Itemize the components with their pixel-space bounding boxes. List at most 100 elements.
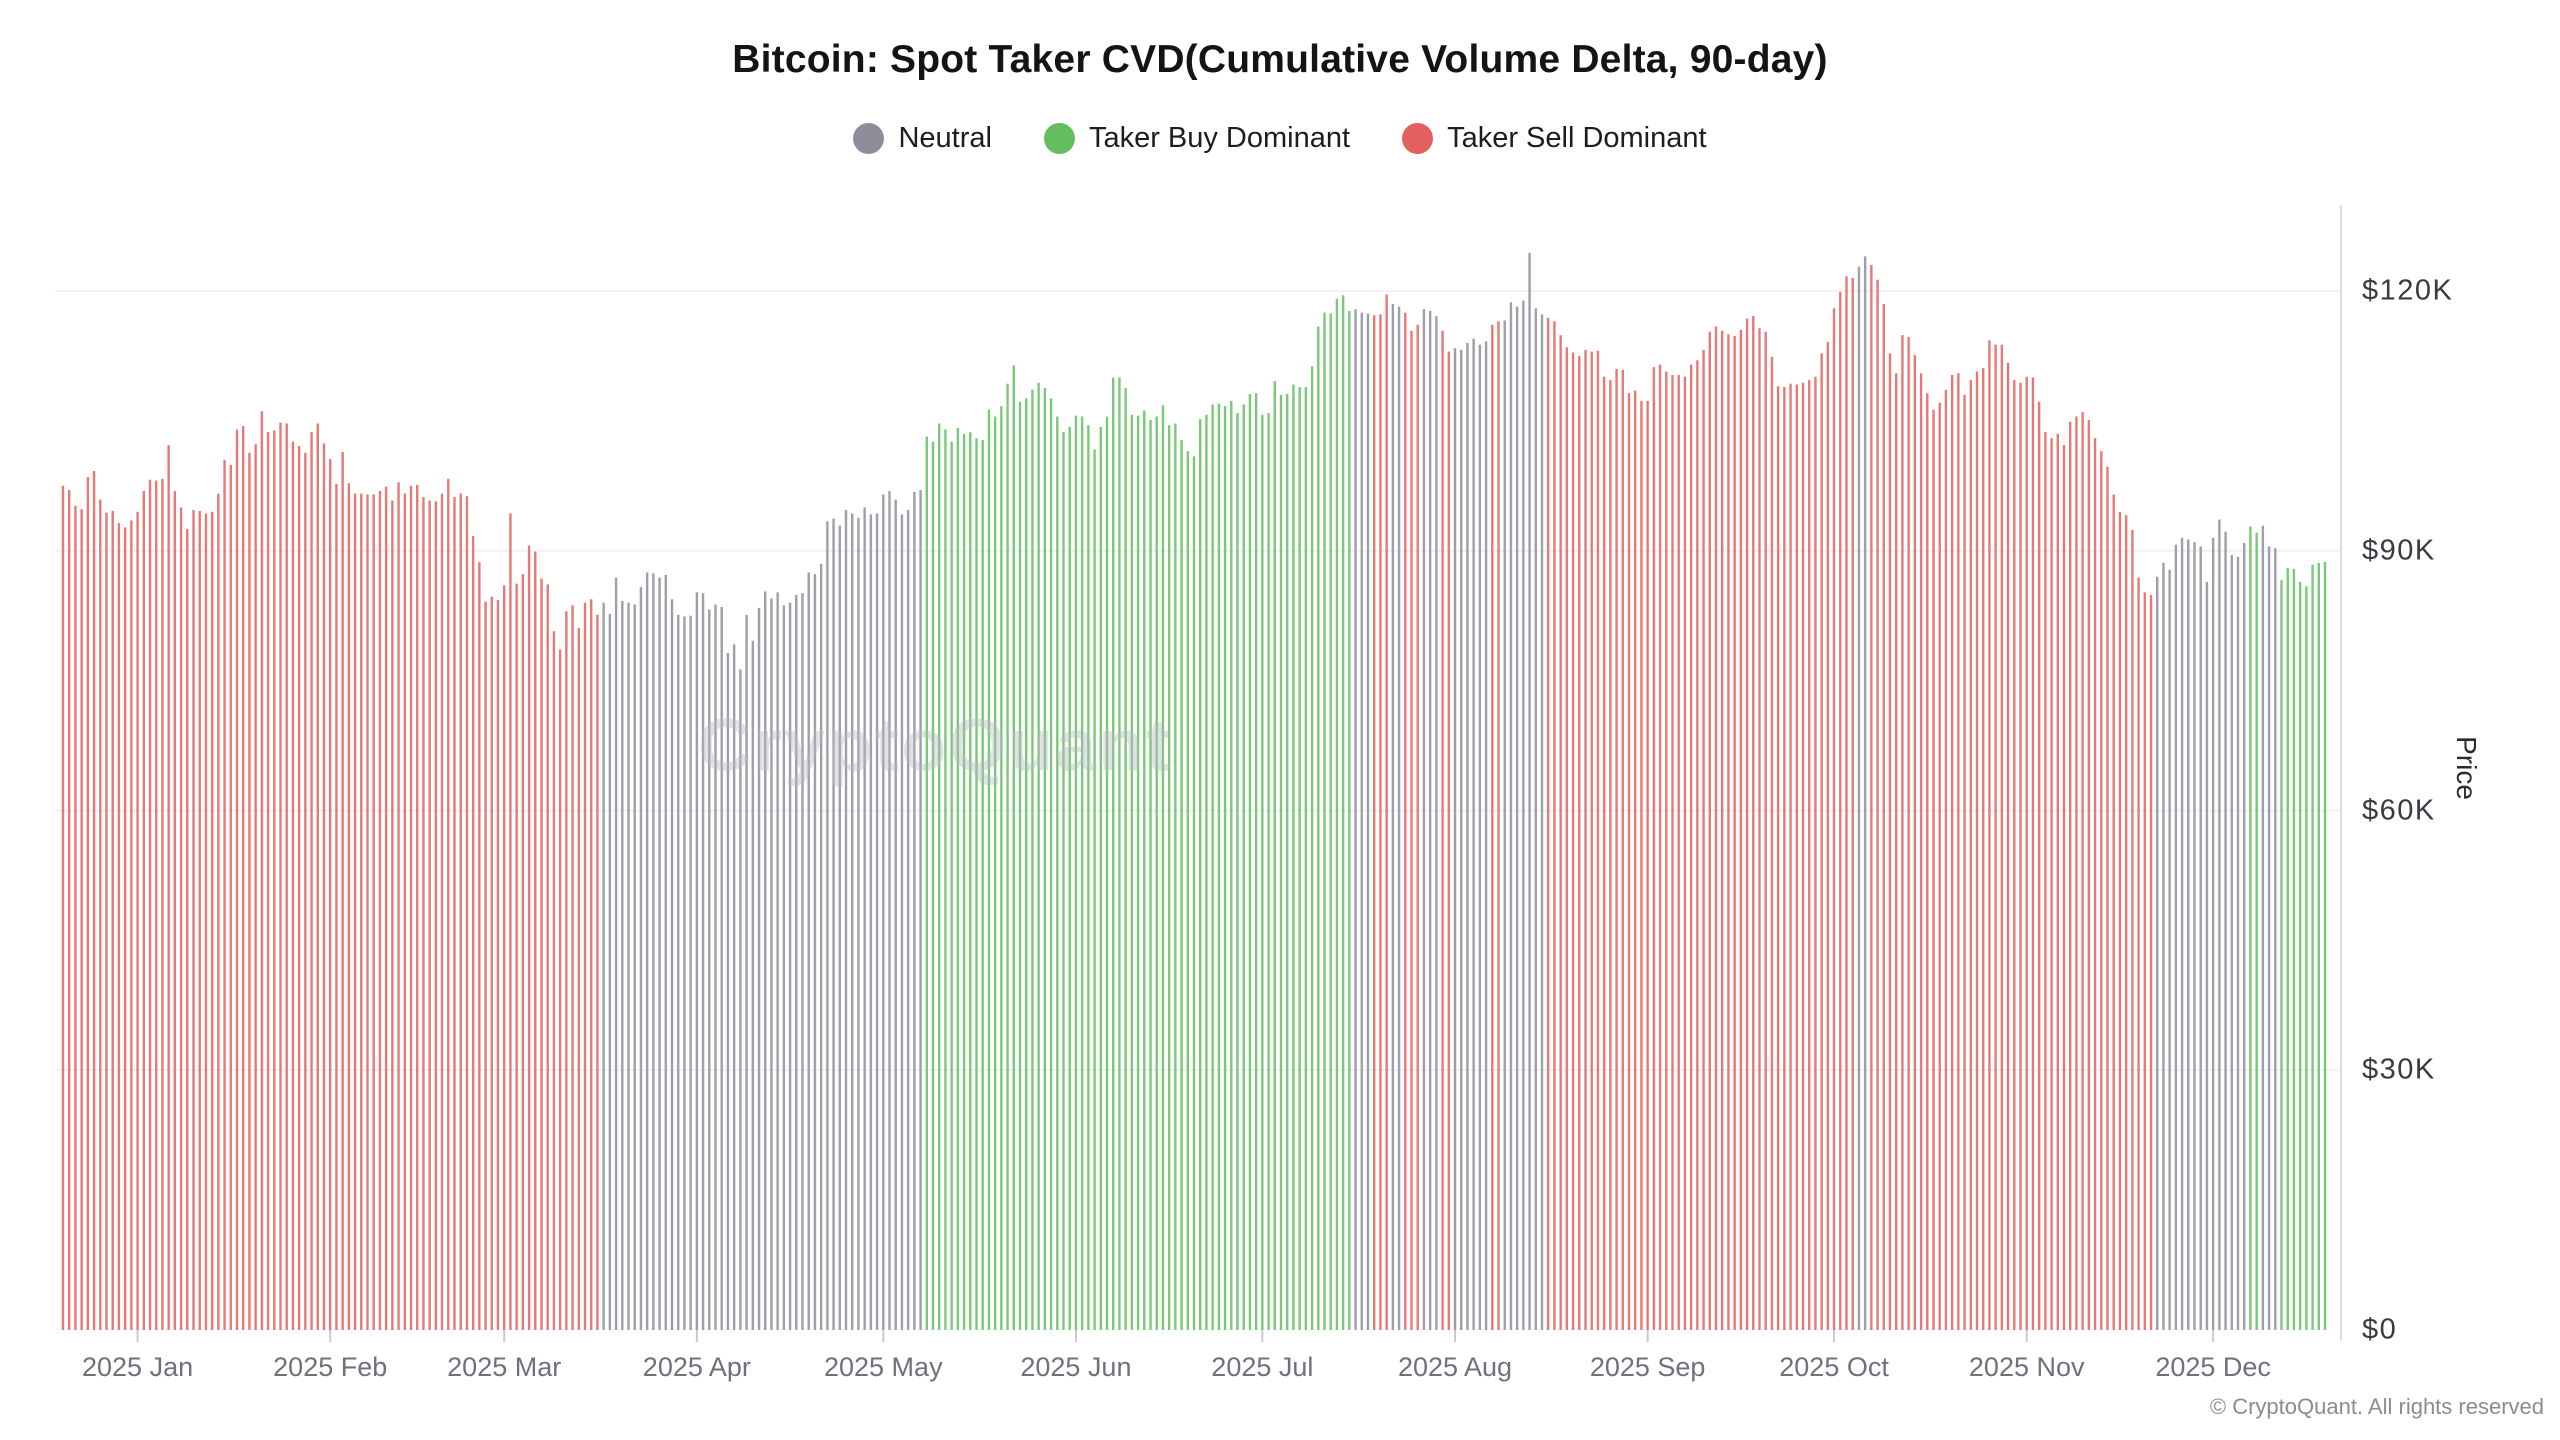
- price-bar: [1292, 384, 1295, 1330]
- price-bar: [316, 423, 319, 1331]
- price-bar: [869, 514, 873, 1330]
- price-bar: [1671, 374, 1674, 1330]
- price-bar: [1167, 425, 1171, 1330]
- legend-label: Taker Sell Dominant: [1447, 122, 1707, 154]
- x-tick-label: 2025 Feb: [273, 1352, 388, 1382]
- price-bar: [2249, 526, 2252, 1330]
- price-bar: [1472, 338, 1475, 1330]
- price-bar: [1360, 312, 1363, 1330]
- price-bar: [1286, 394, 1289, 1330]
- price-bar: [123, 527, 127, 1330]
- price-bar: [1770, 356, 1774, 1330]
- price-bar: [92, 471, 96, 1331]
- price-bar: [117, 523, 121, 1330]
- price-bar: [838, 525, 841, 1330]
- price-bar: [490, 596, 493, 1330]
- price-bar: [683, 616, 686, 1330]
- price-bar: [1982, 368, 1985, 1330]
- price-bar: [1012, 365, 1015, 1331]
- price-bar: [1199, 419, 1202, 1330]
- price-bar: [993, 416, 997, 1330]
- price-bar: [1466, 342, 1469, 1330]
- price-bar: [1273, 381, 1276, 1330]
- price-bar: [751, 640, 754, 1330]
- price-bar: [931, 441, 935, 1330]
- x-tick-label: 2025 Oct: [1779, 1352, 1889, 1382]
- price-bar: [2087, 420, 2091, 1330]
- price-bar: [857, 517, 860, 1330]
- price-bar: [1031, 389, 1034, 1331]
- price-bar: [900, 514, 904, 1330]
- price-bar: [360, 493, 363, 1330]
- price-bar: [1217, 403, 1221, 1330]
- price-bar: [2211, 537, 2215, 1330]
- price-bar: [1366, 313, 1370, 1330]
- price-bar: [1354, 309, 1357, 1330]
- price-bar: [2230, 555, 2233, 1330]
- price-bar: [434, 501, 438, 1330]
- price-bar: [254, 444, 257, 1330]
- price-bar: [1795, 384, 1798, 1330]
- price-bar: [1397, 306, 1401, 1331]
- price-bar: [1049, 398, 1053, 1330]
- price-bar: [714, 604, 717, 1330]
- price-bar: [1801, 382, 1805, 1330]
- price-bar: [1242, 404, 1245, 1330]
- price-bar: [310, 432, 313, 1330]
- price-bar: [2031, 377, 2035, 1331]
- price-bar: [260, 411, 264, 1331]
- price-bar: [1416, 324, 1419, 1330]
- price-bar: [1453, 348, 1457, 1330]
- price-bar: [1888, 353, 1892, 1331]
- x-tick-label: 2025 Nov: [1968, 1352, 2085, 1382]
- price-bar: [1590, 351, 1593, 1330]
- price-bar: [1025, 398, 1028, 1330]
- price-bar: [1441, 330, 1444, 1331]
- price-bar: [416, 484, 419, 1330]
- legend-item-sell[interactable]: Taker Sell Dominant: [1402, 122, 1707, 155]
- price-bar: [2025, 376, 2028, 1331]
- price-bar: [851, 513, 854, 1330]
- x-tick-label: 2025 Apr: [642, 1352, 751, 1382]
- price-bar: [534, 551, 537, 1330]
- price-bar: [1640, 400, 1643, 1331]
- price-bar: [1721, 330, 1724, 1331]
- price-bar: [1478, 344, 1482, 1330]
- price-bar: [242, 426, 245, 1330]
- price-bar: [2000, 344, 2004, 1330]
- legend-item-buy[interactable]: Taker Buy Dominant: [1043, 122, 1350, 155]
- price-bar: [1080, 416, 1084, 1330]
- x-tick-label: 2025 Aug: [1397, 1352, 1513, 1382]
- legend-item-neutral[interactable]: Neutral: [853, 122, 992, 155]
- price-bar: [1298, 387, 1301, 1330]
- price-bar: [86, 477, 90, 1330]
- price-bar: [210, 511, 214, 1330]
- price-bar: [944, 429, 947, 1330]
- price-bar: [1776, 386, 1780, 1330]
- price-bar: [297, 445, 301, 1331]
- price-bar: [1988, 340, 1991, 1331]
- price-bar: [608, 613, 612, 1330]
- price-bar: [2267, 546, 2271, 1330]
- price-bar: [1087, 425, 1090, 1330]
- price-bar: [478, 562, 481, 1330]
- price-bar: [552, 631, 556, 1330]
- price-bar: [1310, 366, 1314, 1331]
- price-bar: [726, 652, 730, 1330]
- price-bar: [1634, 390, 1637, 1330]
- price-bar: [1404, 312, 1407, 1330]
- price-bar: [459, 493, 462, 1330]
- x-tick-label: 2025 May: [823, 1352, 943, 1382]
- price-bar: [484, 601, 487, 1330]
- price-bar: [1969, 380, 1972, 1330]
- price-bar: [1149, 420, 1152, 1330]
- price-bar: [1615, 368, 1618, 1330]
- price-bar: [471, 536, 475, 1330]
- price-bar: [1727, 334, 1730, 1330]
- price-bar: [1074, 415, 1078, 1330]
- price-bar: [540, 578, 543, 1330]
- y-tick-label-120k: $120K: [2362, 274, 2454, 307]
- price-bar: [621, 600, 624, 1330]
- legend-dot-sell: [1402, 123, 1434, 154]
